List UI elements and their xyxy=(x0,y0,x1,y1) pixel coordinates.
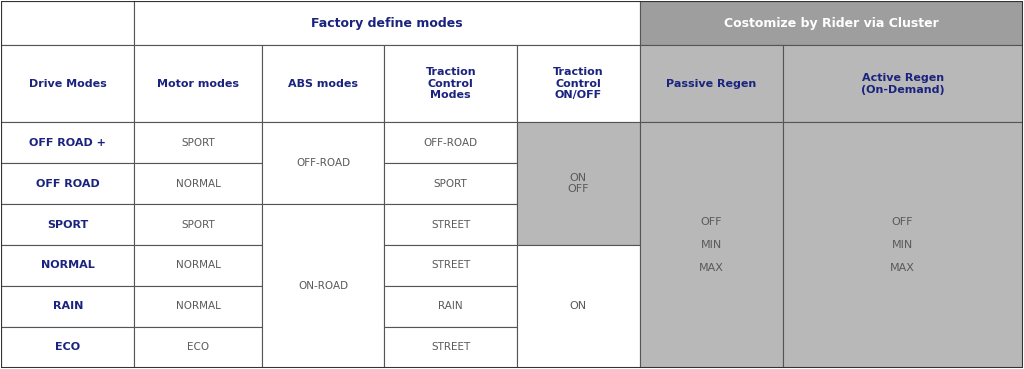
Text: ON
OFF: ON OFF xyxy=(567,173,589,194)
Bar xyxy=(384,245,517,286)
Bar xyxy=(640,122,782,368)
Text: SPORT: SPORT xyxy=(47,220,88,230)
Text: SPORT: SPORT xyxy=(181,138,215,148)
Text: NORMAL: NORMAL xyxy=(175,301,220,311)
Bar xyxy=(1,1,134,45)
Bar xyxy=(1,286,134,327)
Text: ON-ROAD: ON-ROAD xyxy=(298,281,348,291)
Text: Drive Modes: Drive Modes xyxy=(29,79,106,89)
Bar xyxy=(1,45,134,122)
Bar xyxy=(262,122,384,204)
Text: RAIN: RAIN xyxy=(52,301,83,311)
Bar xyxy=(1,245,134,286)
Bar xyxy=(1,204,134,245)
Text: STREET: STREET xyxy=(431,342,470,352)
Text: ECO: ECO xyxy=(55,342,80,352)
Bar xyxy=(640,1,1023,45)
Bar xyxy=(134,163,262,204)
Bar xyxy=(1,122,134,163)
Bar xyxy=(134,245,262,286)
Text: Traction
Control
Modes: Traction Control Modes xyxy=(425,67,476,100)
Bar xyxy=(134,122,262,163)
Bar xyxy=(262,204,384,368)
Text: ON: ON xyxy=(569,301,587,311)
Text: STREET: STREET xyxy=(431,220,470,230)
Bar xyxy=(134,286,262,327)
Bar xyxy=(782,45,1023,122)
Text: NORMAL: NORMAL xyxy=(41,261,94,270)
Bar xyxy=(517,245,640,368)
Text: OFF

MIN

MAX: OFF MIN MAX xyxy=(698,217,724,273)
Text: OFF

MIN

MAX: OFF MIN MAX xyxy=(890,217,915,273)
Bar xyxy=(384,45,517,122)
Text: SPORT: SPORT xyxy=(181,220,215,230)
Text: Traction
Control
ON/OFF: Traction Control ON/OFF xyxy=(553,67,604,100)
Text: Motor modes: Motor modes xyxy=(157,79,239,89)
Bar xyxy=(262,45,384,122)
Text: STREET: STREET xyxy=(431,261,470,270)
Bar xyxy=(1,163,134,204)
Text: Active Regen
(On-Demand): Active Regen (On-Demand) xyxy=(861,73,944,94)
Bar xyxy=(384,286,517,327)
Bar xyxy=(782,122,1023,368)
Bar xyxy=(134,327,262,368)
Bar xyxy=(134,1,640,45)
Text: ECO: ECO xyxy=(187,342,209,352)
Bar xyxy=(134,45,262,122)
Text: Costomize by Rider via Cluster: Costomize by Rider via Cluster xyxy=(724,17,939,30)
Text: SPORT: SPORT xyxy=(434,179,468,189)
Bar xyxy=(517,122,640,245)
Text: OFF ROAD +: OFF ROAD + xyxy=(30,138,106,148)
Text: OFF ROAD: OFF ROAD xyxy=(36,179,99,189)
Text: ABS modes: ABS modes xyxy=(288,79,358,89)
Text: OFF-ROAD: OFF-ROAD xyxy=(424,138,478,148)
Text: OFF-ROAD: OFF-ROAD xyxy=(296,158,350,168)
Bar xyxy=(640,45,782,122)
Bar xyxy=(384,163,517,204)
Text: RAIN: RAIN xyxy=(438,301,463,311)
Bar xyxy=(134,204,262,245)
Bar xyxy=(384,122,517,163)
Text: NORMAL: NORMAL xyxy=(175,179,220,189)
Bar xyxy=(384,327,517,368)
Bar xyxy=(384,204,517,245)
Bar xyxy=(1,327,134,368)
Text: Factory define modes: Factory define modes xyxy=(311,17,463,30)
Bar xyxy=(517,45,640,122)
Text: NORMAL: NORMAL xyxy=(175,261,220,270)
Text: Passive Regen: Passive Regen xyxy=(666,79,757,89)
